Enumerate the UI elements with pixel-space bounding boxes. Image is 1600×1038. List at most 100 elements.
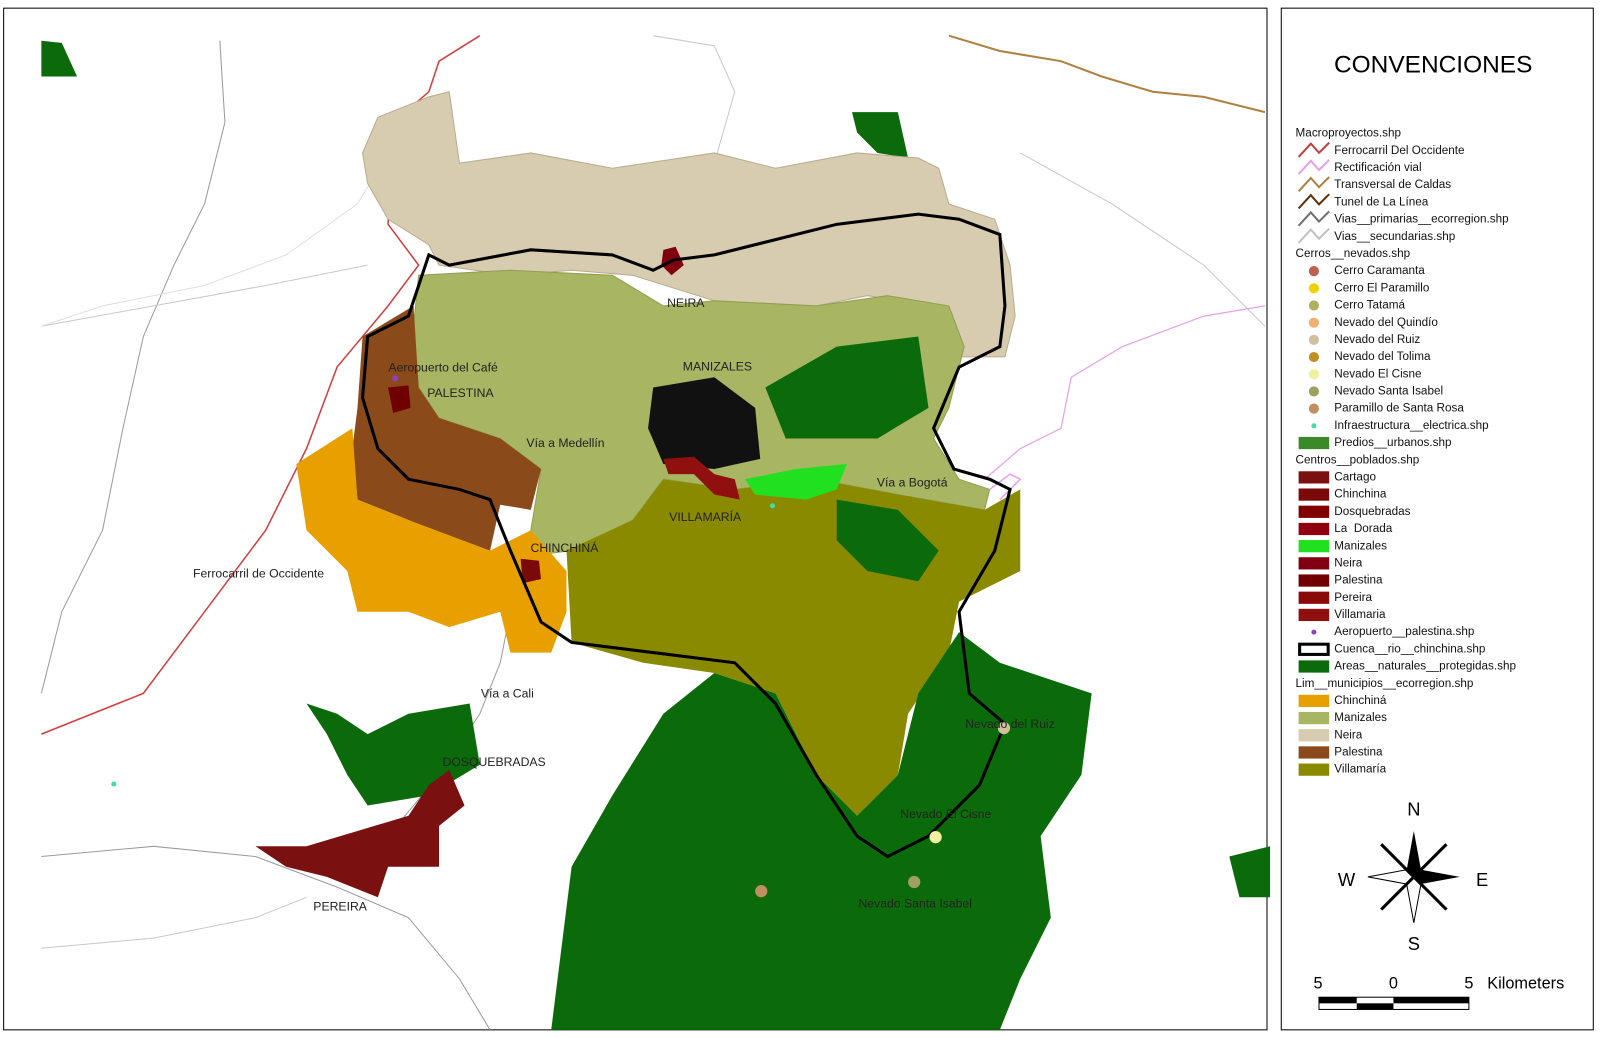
legend-label: Nevado del Tolima (1334, 350, 1431, 363)
legend-label: Villamaría (1334, 763, 1386, 776)
legend-symbol (1298, 642, 1330, 656)
map-label: CHINCHINÁ (531, 540, 600, 555)
legend-label: Vias__primarias__ecorregion.shp (1334, 213, 1509, 226)
legend-frame (1280, 7, 1594, 1031)
legend-symbol (1308, 334, 1319, 345)
compass-point (1380, 843, 1448, 911)
urban-manizales-green (744, 463, 847, 500)
legend-label: Palestina (1334, 574, 1383, 587)
scale-bar-segment (1356, 1003, 1394, 1010)
legend-symbol (1298, 694, 1330, 708)
legend-label: Infraestructura__electrica.shp (1334, 419, 1489, 432)
compass-point (1406, 831, 1421, 877)
legend-label: Manizales (1334, 539, 1387, 552)
north-arrow: N S E W (1338, 798, 1488, 954)
legend-symbol (1298, 746, 1330, 759)
legend-symbol (1297, 159, 1330, 175)
legend-header: Centros__poblados.shp (1296, 453, 1420, 466)
legend-label: Villamaria (1334, 608, 1386, 621)
legend-label: Transversal de Caldas (1334, 178, 1451, 191)
legend-label: Cerro Caramanta (1334, 264, 1425, 277)
legend-label: Cerro El Paramillo (1334, 281, 1430, 294)
legend-symbol (1308, 403, 1319, 414)
legend-symbol (1308, 283, 1319, 294)
legend-label: Areas__naturales__protegidas.shp (1334, 660, 1516, 673)
urban-palestina (388, 385, 411, 413)
legend-symbol (1298, 574, 1330, 587)
compass-point (1413, 869, 1460, 885)
road (1019, 152, 1266, 327)
compass-label: W (1338, 869, 1356, 890)
protected-area (836, 499, 939, 582)
scale-bar-segment (1319, 997, 1357, 1004)
map-content (40, 34, 1271, 1031)
map-label: NEIRA (667, 296, 705, 310)
road (653, 35, 736, 164)
legend-symbol (1297, 176, 1330, 192)
legend-symbol (1297, 210, 1330, 227)
map-label: MANIZALES (683, 359, 752, 373)
legend-label: Neira (1334, 556, 1362, 569)
legend-symbol (1298, 608, 1330, 622)
map-label: PEREIRA (313, 900, 367, 914)
road (41, 152, 389, 327)
legend-symbol (1297, 193, 1330, 210)
legend-header: Lim__municipios__ecorregion.shp (1296, 677, 1474, 690)
peak-marker (929, 831, 942, 844)
legend-symbol (1308, 386, 1319, 397)
legend-label: Chinchina (1334, 488, 1387, 501)
map-label: Nevado del Ruiz (965, 717, 1055, 731)
legend-label: Manizales (1334, 711, 1387, 724)
map-label: Ferrocarril de Occidente (193, 566, 324, 580)
legend-symbol (1298, 729, 1330, 742)
power-marker (769, 503, 776, 509)
map-label: Vía a Bogotá (877, 476, 948, 490)
compass-label: N (1407, 798, 1420, 819)
legend-symbol (1298, 522, 1330, 536)
legend-label: Ferrocarril Del Occidente (1334, 144, 1464, 157)
municipality-neira (362, 91, 1016, 358)
legend-symbol (1311, 629, 1317, 635)
map-label: Aeropuerto del Café (388, 360, 498, 374)
map-label: Nevado El Cisne (900, 807, 991, 821)
legend-label: Paramillo de Santa Rosa (1334, 402, 1464, 415)
airport-marker (392, 375, 399, 382)
legend-symbol (1297, 141, 1330, 158)
legend-symbol (1298, 591, 1330, 604)
legend-symbol (1308, 317, 1319, 328)
legend-symbol (1298, 763, 1330, 776)
map-label: Nevado Santa Isabel (858, 897, 971, 911)
legend-symbol (1308, 369, 1319, 380)
legend-symbol (1298, 660, 1330, 673)
legend-label: Cerro Tatamá (1334, 299, 1405, 312)
map-label: VILLAMARÍA (669, 509, 742, 524)
legend-label: Aeropuerto__palestina.shp (1334, 625, 1475, 638)
legend-label: Cartago (1334, 470, 1376, 483)
municipality-chinchina (296, 428, 567, 653)
legend-symbol (1298, 505, 1330, 518)
legend-symbol (1297, 227, 1330, 244)
legend: Macroproyectos.shp Ferrocarril Del Occide… (1296, 127, 1517, 776)
legend-symbol (1298, 488, 1330, 501)
road-rectificacion (984, 305, 1266, 480)
legend-label: Palestina (1334, 746, 1383, 759)
legend-label: Rectificación vial (1334, 161, 1421, 174)
urban-villamaria (663, 456, 740, 500)
road (41, 896, 307, 949)
legend-label: La Dorada (1334, 522, 1392, 535)
protected-area (1229, 846, 1271, 898)
legend-symbol (1298, 471, 1330, 484)
peak-marker (908, 875, 921, 889)
legend-label: Nevado del Ruiz (1334, 333, 1420, 346)
scale-label: 0 (1389, 974, 1398, 992)
scale-label: 5 (1313, 974, 1322, 992)
legend-symbol (1298, 557, 1330, 570)
legend-label: Vias__secundarias.shp (1334, 230, 1455, 243)
protected-area (551, 632, 1092, 1030)
scale-unit: Kilometers (1487, 974, 1564, 992)
urban-manizales (648, 377, 761, 470)
legend-label: Cuenca__rio__chinchina.shp (1334, 642, 1486, 655)
protected-area (765, 336, 929, 439)
road-transversal (948, 34, 1266, 114)
